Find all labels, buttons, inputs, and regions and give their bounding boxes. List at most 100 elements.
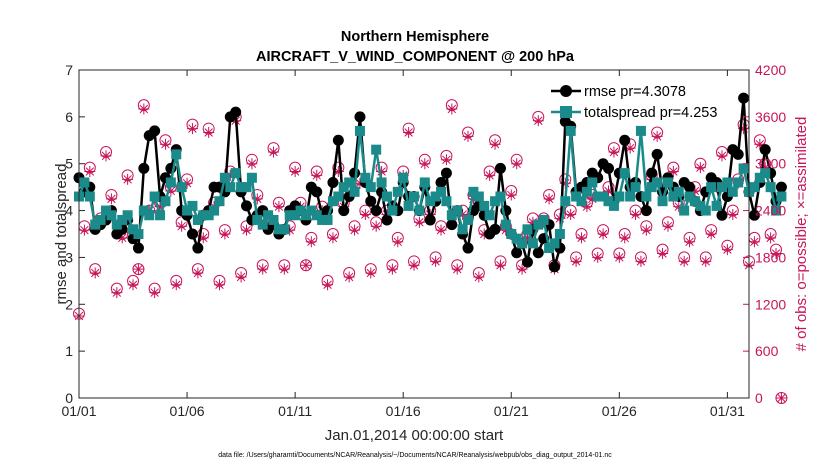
totalspread-point (560, 196, 571, 207)
obs-assimilated-marker (289, 166, 301, 178)
totalspread-point (246, 172, 257, 183)
obs-assimilated-marker (127, 279, 139, 291)
axis-ticks: 01/01 01/06 01/11 01/16 01/21 01/26 01/31 0 1 2 3 4… (61, 62, 786, 419)
totalspread-point (614, 191, 625, 202)
totalspread-point (419, 177, 430, 188)
obs-assimilated-marker (430, 255, 442, 267)
rmse-point (462, 242, 474, 254)
totalspread-point (533, 219, 544, 230)
totalspread-point (387, 205, 398, 216)
obs-assimilated-marker (500, 224, 512, 236)
y-right-tick-label: 4200 (755, 62, 786, 78)
rmse-point (548, 261, 560, 273)
obs-assimilated-marker (235, 271, 247, 283)
x-tick-label: 01/11 (278, 403, 312, 419)
obs-assimilated-marker (673, 201, 685, 213)
obs-assimilated-marker (100, 150, 112, 162)
rmse-point (381, 214, 393, 226)
totalspread-point (171, 149, 182, 160)
totalspread-point (430, 191, 441, 202)
obs-assimilated-marker (403, 126, 415, 138)
totalspread-point (608, 200, 619, 211)
totalspread-point (490, 196, 501, 207)
totalspread-point (576, 196, 587, 207)
totalspread-point (349, 186, 360, 197)
y-right-tick-label: 3600 (755, 109, 786, 125)
totalspread-point (749, 182, 760, 193)
obs-assimilated-marker (311, 169, 323, 181)
totalspread-point (425, 196, 436, 207)
totalspread-point (338, 182, 349, 193)
rmse-point (748, 209, 760, 221)
obs-assimilated-marker (122, 173, 134, 185)
totalspread-point (84, 191, 95, 202)
totalspread-point (711, 200, 722, 211)
obs-assimilated-marker (89, 267, 101, 279)
totalspread-point (192, 214, 203, 225)
totalspread-point (716, 182, 727, 193)
totalspread-point (290, 210, 301, 221)
data-file-footnote: data file: /Users/gharamti/Documents/NCA… (218, 452, 612, 459)
totalspread-point (479, 200, 490, 211)
rmse-point (241, 200, 252, 212)
totalspread-point (484, 210, 495, 221)
rmse-point (521, 256, 533, 268)
totalspread-point (182, 205, 193, 216)
y-tick-label: 5 (65, 156, 73, 172)
totalspread-point (468, 186, 479, 197)
obs-assimilated-marker (516, 263, 528, 275)
obs-assimilated-marker (327, 232, 339, 244)
x-tick-label: 01/06 (170, 403, 205, 419)
totalspread-point (500, 219, 511, 230)
totalspread-point (760, 168, 771, 179)
obs-assimilated-marker (116, 232, 128, 244)
rmse-point (132, 242, 144, 254)
obs-assimilated-marker (332, 166, 344, 178)
x-tick-label: 01/26 (602, 403, 637, 419)
totalspread-point (733, 177, 744, 188)
obs-assimilated-marker (489, 138, 501, 150)
totalspread-point (452, 205, 463, 216)
obs-assimilated-marker (657, 248, 669, 260)
totalspread-point (306, 205, 317, 216)
totalspread-point (738, 163, 749, 174)
obs-assimilated-marker (446, 103, 458, 115)
totalspread-point (652, 177, 663, 188)
obs-assimilated-marker (565, 208, 577, 220)
totalspread-point (160, 196, 171, 207)
totalspread-point (263, 210, 274, 221)
rmse-point (435, 176, 447, 188)
totalspread-point (381, 191, 392, 202)
totalspread-point (668, 191, 679, 202)
obs-assimilated-marker (754, 138, 766, 150)
totalspread-point (409, 191, 419, 202)
obs-assimilated-marker (581, 201, 593, 213)
obs-assimilated-marker (619, 232, 631, 244)
totalspread-point (554, 229, 565, 239)
rmse-point (424, 214, 436, 226)
rmse-point (494, 162, 506, 174)
y-tick-label: 6 (65, 109, 73, 125)
rmse-point (619, 134, 631, 146)
totalspread-point (441, 196, 452, 207)
totalspread-point (517, 238, 528, 249)
obs-assimilated-marker (111, 287, 123, 299)
obs-assimilated-marker (484, 169, 496, 181)
totalspread-point (79, 177, 90, 188)
totalspread-point (268, 214, 279, 225)
totalspread-point (495, 191, 506, 202)
obs-assimilated-marker (613, 251, 625, 263)
obs-assimilated-marker (532, 115, 544, 127)
totalspread-point (463, 214, 474, 225)
totalspread-point (754, 172, 765, 183)
legend: rmse pr=4.3078 totalspread pr=4.253 (551, 84, 717, 121)
obs-assimilated-marker (700, 255, 712, 267)
totalspread-point (300, 210, 311, 221)
totalspread-point (630, 182, 641, 193)
rmse-point (603, 162, 615, 174)
y-tick-label: 1 (65, 343, 73, 359)
totalspread-point (144, 210, 155, 221)
totalspread-point (619, 168, 630, 179)
x-axis-label: Jan.01,2014 00:00:00 start (325, 427, 504, 444)
totalspread-point (257, 219, 268, 230)
